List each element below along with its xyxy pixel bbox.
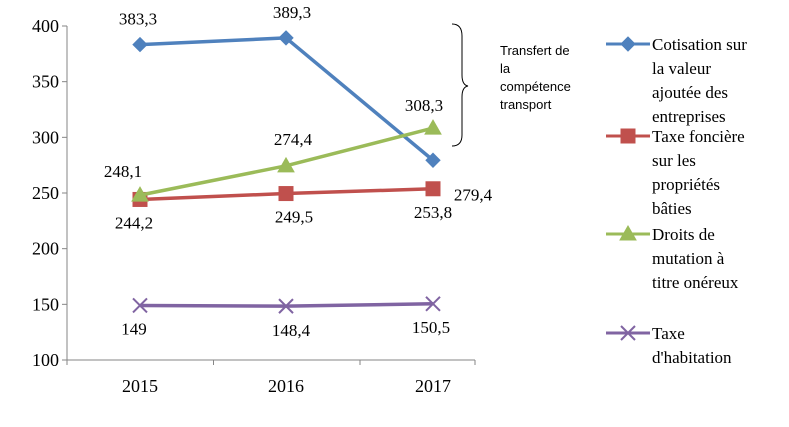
legend-label-droits-mutation: titre onéreux [652, 273, 739, 292]
y-tick-label: 400 [32, 16, 59, 36]
legend-label-taxe-fonciere: sur les [652, 151, 696, 170]
droits-mutation-data-label: 274,4 [274, 130, 313, 149]
annotation-text: Transfert de [500, 43, 570, 58]
cvae-point [132, 36, 148, 53]
taxe-fonciere-data-label: 249,5 [275, 208, 313, 227]
droits-mutation-point [424, 119, 442, 135]
annotation-text: transport [500, 97, 552, 112]
droits-mutation-data-label: 308,3 [405, 96, 443, 115]
y-tick-label: 150 [32, 294, 59, 314]
marker-stroke [620, 325, 636, 341]
legend-label-cvae: la valeur [652, 59, 711, 78]
legend-label-cvae: ajoutée des [652, 83, 728, 102]
legend-label-taxe-habitation: d'habitation [652, 348, 732, 367]
cvae-data-label: 389,3 [273, 3, 311, 22]
cvae-data-label: 383,3 [119, 10, 157, 29]
y-tick-label: 100 [32, 350, 59, 370]
y-tick-label: 200 [32, 239, 59, 259]
marker-stroke [278, 298, 294, 314]
cvae-data-label: 279,4 [454, 185, 493, 204]
y-tick-label: 300 [32, 127, 59, 147]
legend-label-taxe-fonciere: bâties [652, 199, 692, 218]
taxe-habitation-point [278, 298, 294, 314]
legend-key-marker [620, 325, 636, 341]
annotation-bracket [451, 23, 469, 147]
marker-stroke [132, 297, 148, 314]
legend-label-taxe-fonciere: Taxe foncière [652, 127, 745, 146]
droits-mutation-point [277, 156, 295, 173]
y-tick-label: 350 [32, 72, 59, 92]
droits-mutation-point [131, 186, 149, 202]
droits-mutation-data-label: 248,1 [104, 162, 142, 181]
taxe-habitation-data-label: 150,5 [412, 318, 450, 337]
legend-label-taxe-fonciere: propriétés [652, 175, 720, 194]
legend-key-marker [620, 36, 636, 52]
annotation-text: la [500, 61, 511, 76]
taxe-fonciere-data-label: 244,2 [115, 213, 153, 232]
taxe-habitation-data-label: 148,4 [272, 321, 311, 340]
legend-label-taxe-habitation: Taxe [652, 324, 685, 343]
x-tick-label: 2016 [268, 376, 304, 396]
legend-label-cvae: entreprises [652, 107, 726, 126]
taxe-fonciere-point [278, 186, 294, 202]
x-tick-label: 2015 [122, 376, 158, 396]
legend-label-droits-mutation: mutation à [652, 249, 725, 268]
legend-key-marker [620, 128, 636, 144]
cvae-point [278, 30, 294, 46]
y-tick-label: 250 [32, 183, 59, 203]
legend-key-marker [619, 224, 637, 241]
taxe-habitation-data-label: 149 [121, 319, 147, 338]
legend-label-cvae: Cotisation sur [652, 35, 747, 54]
taxe-fonciere-data-label: 253,8 [414, 203, 452, 222]
taxe-habitation-point [132, 297, 148, 314]
x-tick-label: 2017 [415, 376, 451, 396]
taxe-habitation-point [425, 296, 441, 312]
taxe-fonciere-point [425, 181, 441, 197]
annotation-text: compétence [500, 79, 571, 94]
legend-label-droits-mutation: Droits de [652, 225, 715, 244]
cvae-point [425, 152, 441, 168]
marker-stroke [425, 296, 441, 312]
